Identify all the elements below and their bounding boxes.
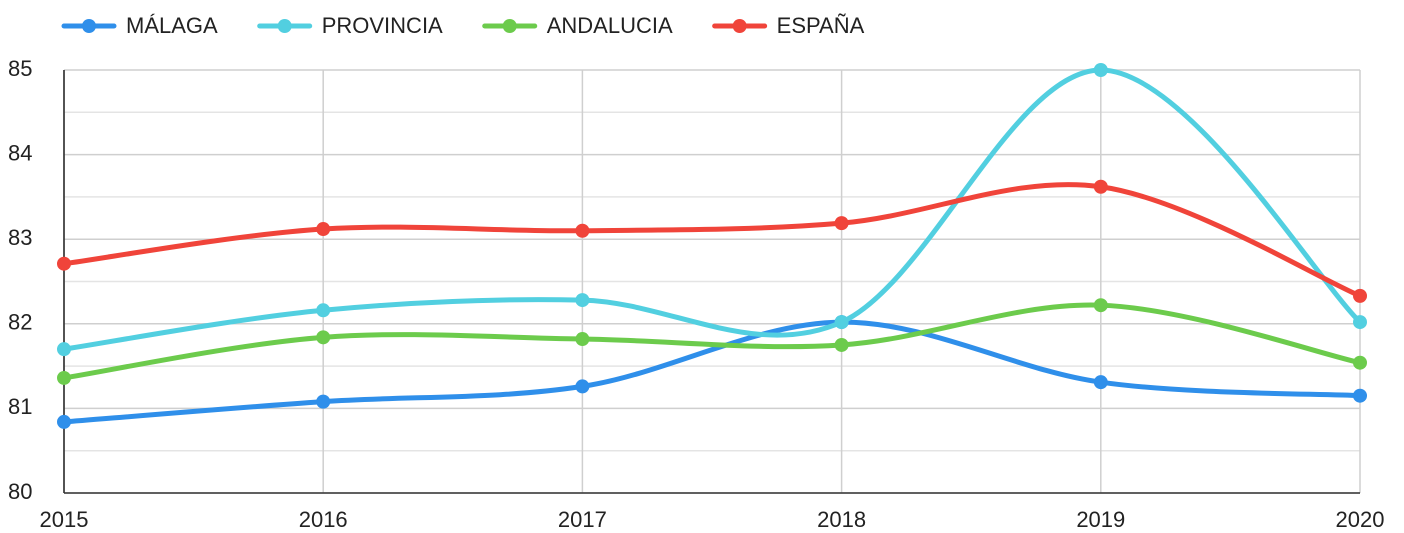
series-line [61,67,1363,352]
data-point [1093,375,1108,390]
legend-label: PROVINCIA [322,13,443,38]
x-tick-label: 2019 [1076,507,1125,532]
x-tick-label: 2020 [1336,507,1385,532]
data-point [316,330,331,345]
data-point [1353,388,1367,403]
data-point [316,303,331,318]
y-tick-label: 81 [8,394,32,419]
data-point [1093,298,1108,313]
x-tick-label: 2015 [40,507,89,532]
legend-swatch-dot [82,19,96,33]
data-point [575,332,590,347]
y-tick-label: 82 [8,310,32,335]
x-tick-label: 2018 [817,507,866,532]
x-tick-label: 2017 [558,507,607,532]
data-point [1093,63,1108,77]
legend-swatch-dot [502,19,517,33]
y-tick-label: 83 [8,225,32,250]
data-point [57,256,71,271]
data-point [834,337,849,352]
y-tick-label: 80 [8,479,32,504]
y-tick-label: 85 [8,56,32,81]
data-point [575,379,590,394]
data-point [57,342,71,357]
series-line [61,302,1363,381]
series-line [61,182,1363,299]
data-point [575,293,590,308]
legend-label: MÁLAGA [126,13,218,38]
legend-swatch-dot [732,19,747,33]
data-point [1353,315,1367,330]
data-point [1353,355,1367,370]
data-point [834,216,849,231]
legend-swatch-dot [277,19,292,33]
y-tick-label: 84 [8,140,32,165]
data-point [1093,179,1108,194]
data-point [575,223,590,238]
data-point [57,414,71,429]
x-tick-label: 2016 [299,507,348,532]
legend-label: ANDALUCIA [547,13,673,38]
legend-label: ESPAÑA [777,13,865,38]
data-point [834,315,849,330]
data-point [316,222,331,237]
series-line [61,319,1363,425]
data-point [57,370,71,385]
data-point [1353,288,1367,303]
data-point [316,394,331,409]
